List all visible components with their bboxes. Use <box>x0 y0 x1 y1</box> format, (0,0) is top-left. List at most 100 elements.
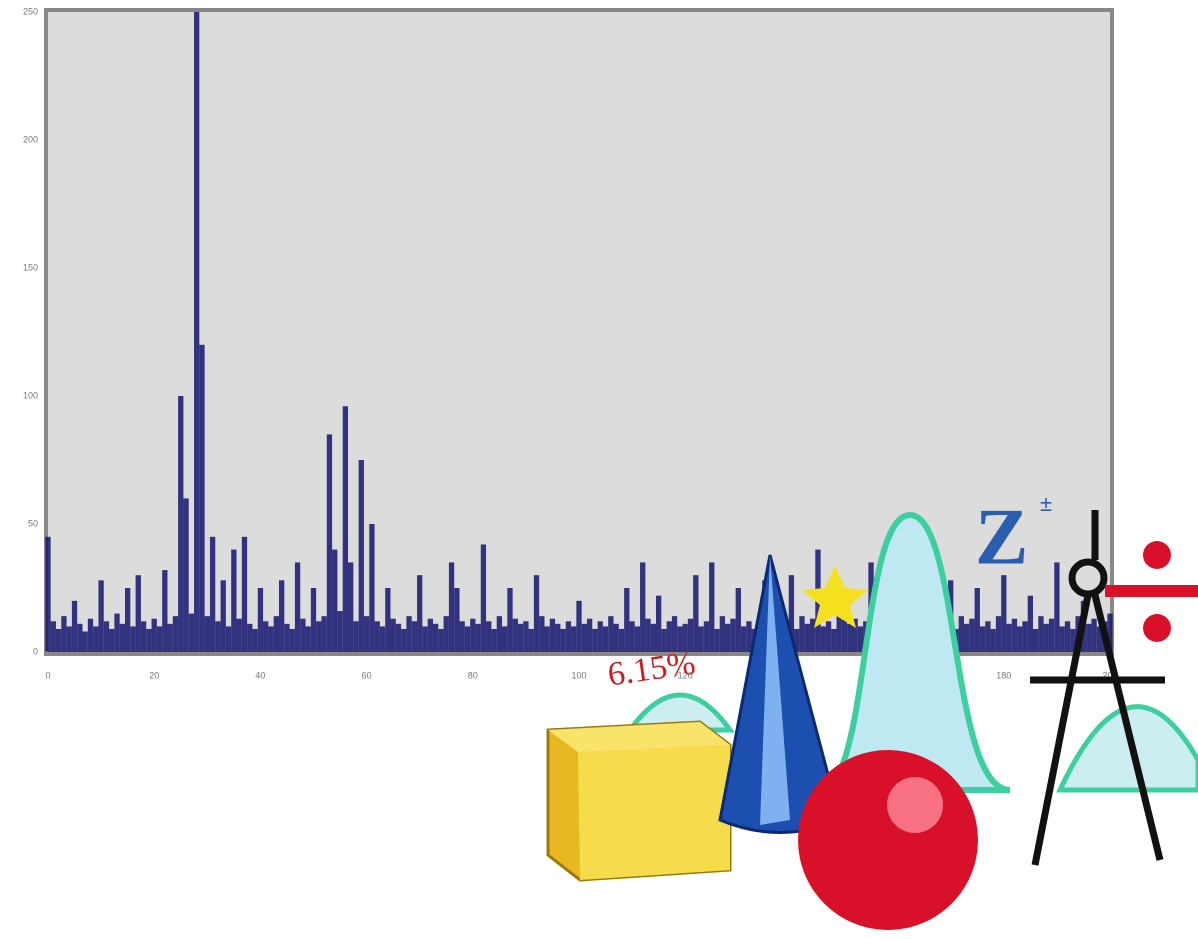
spectrum-bar <box>364 616 369 652</box>
spectrum-bar <box>736 588 741 652</box>
spectrum-bar <box>348 562 353 652</box>
spectrum-bar <box>975 588 980 652</box>
spectrum-bar <box>396 624 401 652</box>
spectrum-bar <box>481 544 486 652</box>
spectrum-bar <box>592 629 597 652</box>
spectrum-bar <box>821 626 826 652</box>
spectrum-bar <box>157 626 162 652</box>
spectrum-bar <box>1028 596 1033 652</box>
division-dot <box>1143 614 1171 642</box>
spectrum-bar <box>576 601 581 652</box>
x-tick-label: 80 <box>468 670 478 680</box>
z-letter: Z <box>975 493 1028 581</box>
spectrum-bar <box>619 629 624 652</box>
spectrum-bar <box>210 537 215 652</box>
spectrum-bar <box>1054 562 1059 652</box>
spectrum-bar <box>544 626 549 652</box>
spectrum-bar <box>693 575 698 652</box>
spectrum-bar <box>1065 621 1070 652</box>
spectrum-bar <box>316 621 321 652</box>
spectrum-bar <box>518 624 523 652</box>
spectrum-bar <box>162 570 167 652</box>
spectrum-bar <box>327 434 332 652</box>
spectrum-bar <box>343 406 348 652</box>
spectrum-bar <box>263 621 268 652</box>
spectrum-bar <box>624 588 629 652</box>
spectrum-bar <box>284 624 289 652</box>
spectrum-bar <box>120 624 125 652</box>
x-tick-label: 40 <box>255 670 265 680</box>
spectrum-bar <box>714 629 719 652</box>
y-tick-label: 0 <box>33 646 38 656</box>
spectrum-bar <box>826 621 831 652</box>
y-tick-label: 250 <box>23 6 38 16</box>
spectrum-bar <box>406 616 411 652</box>
spectrum-bar <box>959 616 964 652</box>
spectrum-bar <box>635 626 640 652</box>
spectrum-bar <box>93 626 98 652</box>
spectrum-bar <box>587 619 592 652</box>
spectrum-bar <box>295 562 300 652</box>
spectrum-bar <box>1060 626 1065 652</box>
spectrum-bar <box>83 632 88 652</box>
spectrum-bar <box>136 575 141 652</box>
spectrum-bar <box>475 624 480 652</box>
y-tick-label: 50 <box>28 518 38 528</box>
spectrum-bar <box>969 619 974 652</box>
spectrum-bar <box>242 537 247 652</box>
spectrum-bar <box>385 588 390 652</box>
spectrum-bar <box>847 624 852 652</box>
spectrum-bar <box>337 611 342 652</box>
spectrum-bar <box>45 537 50 652</box>
spectrum-bar <box>194 12 199 652</box>
plus-minus: ± <box>1040 491 1052 516</box>
x-tick-label: 180 <box>996 670 1011 680</box>
spectrum-bar <box>380 626 385 652</box>
x-tick-label: 100 <box>571 670 586 680</box>
spectrum-bar <box>991 629 996 652</box>
spectrum-bar <box>61 616 66 652</box>
spectrum-bar <box>698 626 703 652</box>
spectrum-bar <box>300 619 305 652</box>
spectrum-bar <box>805 624 810 652</box>
spectrum-bar <box>353 621 358 652</box>
spectrum-bar <box>252 629 257 652</box>
spectrum-bar <box>125 588 130 652</box>
spectrum-bar <box>704 621 709 652</box>
spectrum-bar <box>799 616 804 652</box>
spectrum-bar <box>651 624 656 652</box>
spectrum-bar <box>1086 624 1091 652</box>
spectrum-bar <box>422 626 427 652</box>
x-tick-label: 60 <box>362 670 372 680</box>
x-tick-label: 20 <box>149 670 159 680</box>
spectrum-bar <box>412 621 417 652</box>
spectrum-bar <box>656 596 661 652</box>
spectrum-bar <box>1022 621 1027 652</box>
spectrum-bar <box>279 580 284 652</box>
spectrum-bar <box>77 624 82 652</box>
spectrum-bar <box>560 629 565 652</box>
spectrum-bar <box>152 619 157 652</box>
spectrum-bar <box>507 588 512 652</box>
spectrum-bar <box>215 621 220 652</box>
spectrum-bar <box>311 588 316 652</box>
spectrum-bar <box>1006 624 1011 652</box>
spectrum-bar <box>67 626 72 652</box>
spectrum-bar <box>56 629 61 652</box>
spectrum-bar <box>598 621 603 652</box>
spectrum-bar <box>858 626 863 652</box>
spectrum-bar <box>359 460 364 652</box>
spectrum-bar <box>810 619 815 652</box>
spectrum-bar <box>491 629 496 652</box>
spectrum-bar <box>258 588 263 652</box>
spectrum-bar <box>205 616 210 652</box>
spectrum-bar <box>247 624 252 652</box>
spectrum-bar <box>199 345 204 652</box>
y-tick-label: 100 <box>23 390 38 400</box>
spectrum-bar <box>1017 626 1022 652</box>
spectrum-bar <box>465 626 470 652</box>
spectrum-bar <box>523 621 528 652</box>
spectrum-bar <box>268 626 273 652</box>
spectrum-bar <box>746 621 751 652</box>
spectrum-bar <box>141 621 146 652</box>
